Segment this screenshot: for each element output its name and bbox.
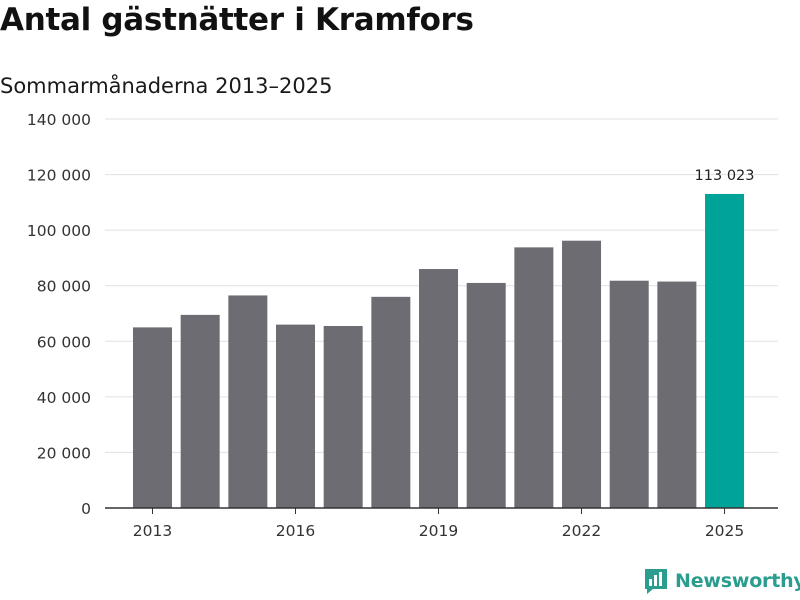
bar-2019 [419,269,459,508]
x-tick-label: 2016 [276,522,315,540]
x-tick-label: 2019 [419,522,458,540]
y-tick-label: 80 000 [37,278,91,296]
bar-2013 [133,327,172,508]
bar-2020 [466,282,506,508]
y-tick-label: 60 000 [37,333,91,351]
y-tick-label: 20 000 [37,444,91,462]
bar-2022 [562,240,602,509]
bar-2016 [276,324,316,508]
bar-2018 [371,296,411,508]
bar-2024 [657,281,697,508]
bar-2017 [323,326,363,508]
brand-logo: Newsworthy [643,567,800,595]
y-tick-label: 100 000 [27,222,91,240]
data-label: 113 023 [695,168,755,184]
newsworthy-logo-icon [645,569,667,594]
bar-2015 [228,295,268,508]
brand-name: Newsworthy [675,570,800,592]
x-tick-label: 2025 [705,522,744,540]
data-labels: 113 023 [695,168,755,184]
y-tick-label: 140 000 [27,111,91,129]
bar-2021 [514,247,554,508]
bars [133,193,745,509]
chart-subtitle: Sommarmånaderna 2013–2025 [0,74,333,98]
y-tick-label: 40 000 [37,389,91,407]
bar-2025 [705,193,745,508]
y-tick-label: 0 [81,500,91,518]
chart-title: Antal gästnätter i Kramfors [0,2,474,38]
y-axis-tick-labels: 0 20 000 40 000 60 000 80 000 100 000 120 000 1… [27,111,91,518]
bar-2014 [180,314,220,508]
x-tick-label: 2013 [133,522,172,540]
y-tick-label: 120 000 [27,167,91,185]
x-tick-label: 2022 [562,522,601,540]
bar-2023 [609,280,649,508]
x-axis-tick-labels: 2013 2016 2019 2022 2025 [133,508,744,540]
